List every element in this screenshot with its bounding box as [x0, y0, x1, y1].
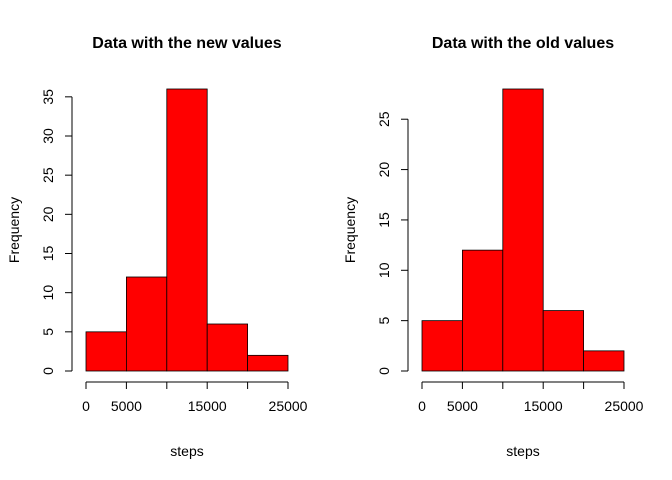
- histogram-bar: [206, 323, 248, 372]
- histogram-bar: [166, 88, 208, 372]
- histogram-panel-old-values: Data with the old values steps Frequency…: [342, 35, 644, 459]
- histogram-bar: [126, 276, 168, 372]
- y-tick-label: 10: [40, 285, 56, 301]
- y-tick-label: 25: [40, 167, 56, 183]
- y-tick-label: 5: [40, 328, 56, 336]
- bars-group: [421, 88, 625, 372]
- y-tick-label: 35: [40, 89, 56, 105]
- y-tick-label: 15: [376, 212, 392, 228]
- y-tick-label: 0: [376, 367, 392, 375]
- histogram-bar: [421, 320, 463, 372]
- histogram-bar: [461, 249, 504, 372]
- x-axis-label: steps: [506, 443, 539, 459]
- histogram-bar: [502, 88, 544, 372]
- x-tick-label: 25000: [269, 398, 308, 414]
- y-tick-label: 15: [40, 246, 56, 262]
- x-tick-label: 5000: [447, 398, 478, 414]
- x-axis: 0 5000 15000 25000: [418, 381, 644, 414]
- x-tick-label: 5000: [111, 398, 142, 414]
- y-tick-label: 10: [376, 262, 392, 278]
- x-tick-label: 0: [82, 398, 90, 414]
- y-tick-label: 30: [40, 128, 56, 144]
- histogram-panel-new-values: Data with the new values steps Frequency…: [6, 35, 308, 459]
- y-tick-label: 20: [376, 162, 392, 178]
- y-tick-label: 20: [40, 206, 56, 222]
- x-tick-label: 0: [418, 398, 426, 414]
- y-axis-label: Frequency: [342, 197, 358, 263]
- chart-title: Data with the new values: [92, 35, 281, 52]
- chart-title: Data with the old values: [432, 35, 614, 52]
- x-tick-label: 15000: [524, 398, 563, 414]
- y-axis-label: Frequency: [6, 197, 22, 263]
- x-tick-label: 15000: [188, 398, 227, 414]
- x-tick-label: 25000: [605, 398, 644, 414]
- y-axis: 0 5 10 15 20 25: [376, 111, 409, 375]
- histogram-bar: [85, 331, 127, 372]
- y-tick-label: 5: [376, 317, 392, 325]
- x-axis: 0 5000 15000 25000: [82, 381, 308, 414]
- histogram-bar: [583, 350, 625, 372]
- x-axis-label: steps: [170, 443, 203, 459]
- histogram-bar: [542, 310, 585, 372]
- histogram-bar: [247, 354, 289, 372]
- y-tick-label: 25: [376, 111, 392, 127]
- y-tick-label: 0: [40, 367, 56, 375]
- bars-group: [85, 88, 289, 372]
- y-axis: 0 5 10 15 20 25 30 35: [40, 89, 73, 375]
